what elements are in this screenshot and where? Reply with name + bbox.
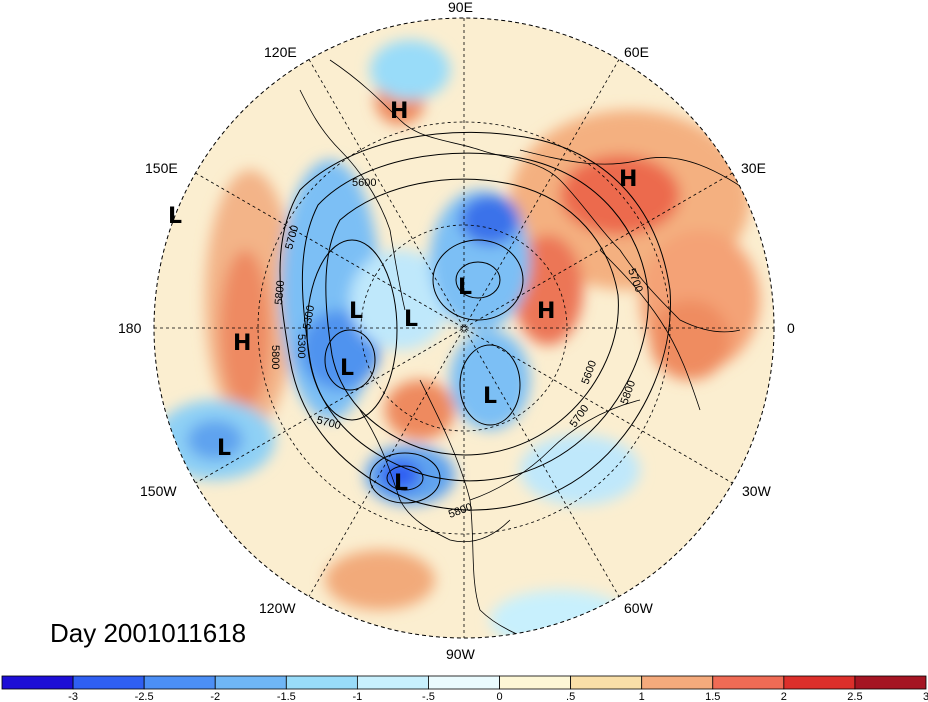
colorbar-box bbox=[1, 675, 74, 690]
colorbar-label: -1 bbox=[352, 691, 362, 702]
colorbar-label: -3 bbox=[68, 691, 78, 702]
colorbar-box bbox=[783, 675, 856, 690]
colorbar-box bbox=[356, 675, 429, 690]
lon-label-120w: 120W bbox=[259, 600, 296, 616]
colorbar-label: 0 bbox=[496, 691, 502, 702]
height-contours bbox=[279, 131, 671, 511]
colorbar-box bbox=[72, 675, 145, 690]
pressure-center-l-siberian-arctic: L bbox=[349, 299, 363, 324]
contour-label-7: 5300 bbox=[295, 334, 307, 358]
colorbar-label: 3 bbox=[923, 691, 928, 702]
pressure-center-l-central-us: L bbox=[394, 471, 408, 496]
colorbar-box bbox=[428, 675, 500, 690]
colorbar-label: -2 bbox=[210, 691, 220, 702]
colorbar-box bbox=[285, 675, 358, 690]
colorbar-label: -2.5 bbox=[135, 691, 154, 702]
lon-label-90e: 90E bbox=[448, 0, 473, 15]
lon-label-150w: 150W bbox=[140, 483, 177, 499]
pressure-center-l-bering: L bbox=[168, 204, 182, 229]
pressure-center-h-north-pacific: H bbox=[233, 331, 251, 356]
pressure-center-h-northern-europe: H bbox=[619, 167, 637, 192]
contour-label-6: 5800 bbox=[269, 345, 281, 369]
lon-label-180: 180 bbox=[118, 320, 142, 336]
lon-label-60e: 60E bbox=[624, 44, 649, 60]
colorbar-box bbox=[854, 675, 927, 690]
colorbar-label: 1 bbox=[639, 691, 645, 702]
pressure-center-h-scandinavia: H bbox=[537, 299, 555, 324]
colorbar-box bbox=[641, 675, 714, 690]
colorbar-labels: -3 -2.5 -2 -1.5 -1 -.5 0 .5 1 1.5 2 2.5 3 bbox=[68, 691, 928, 702]
pressure-center-l-kara-sea: L bbox=[458, 275, 472, 300]
pressure-center-l-alaska: L bbox=[340, 356, 354, 381]
colorbar: -3 -2.5 -2 -1.5 -1 -.5 0 .5 1 1.5 2 2.5 3 bbox=[1, 675, 928, 702]
lon-label-150e: 150E bbox=[145, 160, 178, 176]
colorbar-label: 2 bbox=[781, 691, 787, 702]
contour-label-4: 5800 bbox=[273, 280, 287, 305]
map-title: Day 2001011618 bbox=[50, 618, 247, 648]
pressure-center-l-baffin-bay: L bbox=[483, 384, 497, 409]
colorbar-box bbox=[499, 675, 572, 690]
longitude-labels: 90E 120E 60E 150E 30E 180 0 150W 30W 120… bbox=[118, 0, 795, 662]
colorbar-label: 2.5 bbox=[847, 691, 862, 702]
contour-label-1: 5300 bbox=[301, 304, 317, 330]
colorbar-label: 1.5 bbox=[705, 691, 720, 702]
colorbar-label: -1.5 bbox=[277, 691, 296, 702]
colorbar-box bbox=[570, 675, 643, 690]
lon-label-0: 0 bbox=[787, 320, 795, 336]
colorbar-label: .5 bbox=[566, 691, 575, 702]
contour-label-2: 5600 bbox=[352, 177, 376, 189]
lon-label-60w: 60W bbox=[624, 600, 654, 616]
lon-label-30w: 30W bbox=[742, 483, 772, 499]
pressure-center-l-central-arctic: L bbox=[404, 307, 418, 332]
colorbar-label: -.5 bbox=[422, 691, 435, 702]
colorbar-box bbox=[712, 675, 785, 690]
pressure-center-l-north-pacific: L bbox=[217, 436, 231, 461]
colorbar-box bbox=[143, 675, 216, 690]
colorbar-box bbox=[214, 675, 287, 690]
lon-label-30e: 30E bbox=[741, 160, 766, 176]
colorbar-boxes bbox=[1, 675, 927, 690]
map-boundary bbox=[153, 17, 775, 639]
lon-label-90w: 90W bbox=[446, 646, 476, 662]
pressure-center-h-east-siberia: H bbox=[390, 99, 408, 124]
graticule bbox=[154, 18, 774, 638]
lon-label-120e: 120E bbox=[264, 44, 297, 60]
pressure-centers: H H H H L L L L L L L L bbox=[168, 99, 637, 496]
anomaly-field bbox=[154, 18, 774, 638]
